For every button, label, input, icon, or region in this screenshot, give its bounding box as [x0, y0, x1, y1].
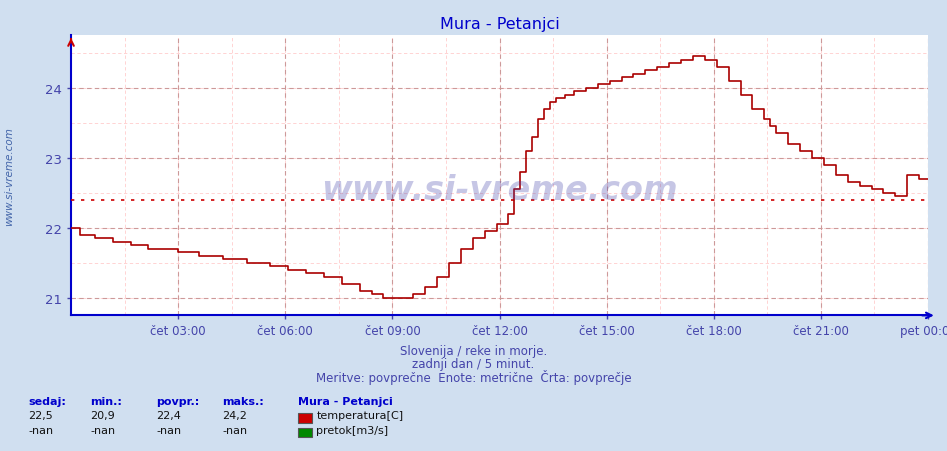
Text: maks.:: maks.:	[223, 396, 264, 405]
Text: 24,2: 24,2	[223, 410, 247, 420]
Text: Meritve: povprečne  Enote: metrične  Črta: povprečje: Meritve: povprečne Enote: metrične Črta:…	[315, 369, 632, 384]
Text: pretok[m3/s]: pretok[m3/s]	[316, 425, 388, 435]
Text: temperatura[C]: temperatura[C]	[316, 410, 403, 420]
Text: povpr.:: povpr.:	[156, 396, 200, 405]
Text: zadnji dan / 5 minut.: zadnji dan / 5 minut.	[412, 358, 535, 371]
Text: www.si-vreme.com: www.si-vreme.com	[321, 173, 678, 207]
Text: -nan: -nan	[28, 425, 54, 435]
Text: sedaj:: sedaj:	[28, 396, 66, 405]
Text: 20,9: 20,9	[90, 410, 115, 420]
Title: Mura - Petanjci: Mura - Petanjci	[439, 17, 560, 32]
Text: www.si-vreme.com: www.si-vreme.com	[5, 127, 14, 225]
Text: -nan: -nan	[156, 425, 182, 435]
Text: -nan: -nan	[90, 425, 116, 435]
Text: 22,4: 22,4	[156, 410, 181, 420]
Text: Mura - Petanjci: Mura - Petanjci	[298, 396, 393, 405]
Text: 22,5: 22,5	[28, 410, 53, 420]
Text: -nan: -nan	[223, 425, 248, 435]
Text: Slovenija / reke in morje.: Slovenija / reke in morje.	[400, 344, 547, 357]
Text: min.:: min.:	[90, 396, 122, 405]
